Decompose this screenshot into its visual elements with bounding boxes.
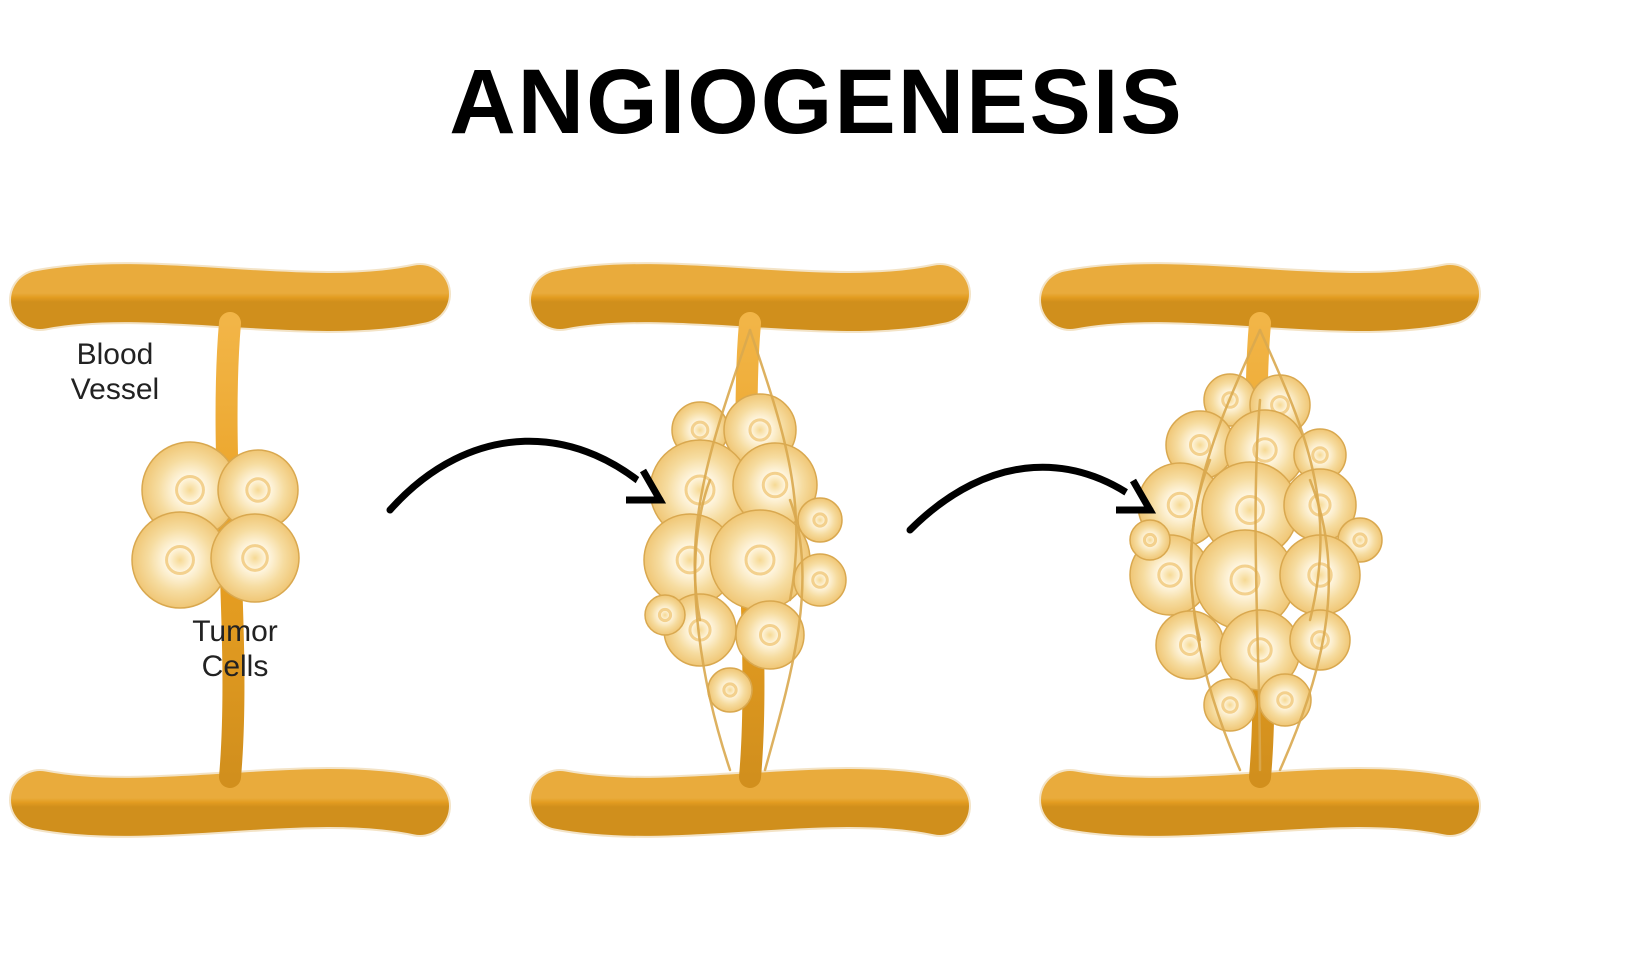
blood-vessel-top-outline — [560, 293, 940, 302]
tumor-cell — [708, 668, 752, 712]
tumor-cell — [1290, 610, 1350, 670]
label-tumor-cells: TumorCells — [192, 615, 278, 684]
tumor-cell — [645, 595, 685, 635]
label-blood-vessel: BloodVessel — [71, 338, 159, 407]
tumor-cell — [1156, 611, 1224, 679]
diagram-svg — [0, 0, 1633, 980]
tumor-cell — [798, 498, 842, 542]
tumor-cell — [1259, 674, 1311, 726]
blood-vessel-top-outline — [40, 293, 420, 302]
tumor-cell — [1204, 679, 1256, 731]
tumor-cell — [211, 514, 299, 602]
tumor-cell — [1130, 520, 1170, 560]
diagram-canvas: ANGIOGENESIS BloodVesselTumorCells — [0, 0, 1633, 980]
blood-vessel-top-outline — [1070, 293, 1450, 302]
stage-3 — [1070, 293, 1450, 807]
arrow-1 — [390, 441, 660, 510]
stage-2 — [560, 293, 940, 807]
arrow-2 — [910, 467, 1150, 530]
